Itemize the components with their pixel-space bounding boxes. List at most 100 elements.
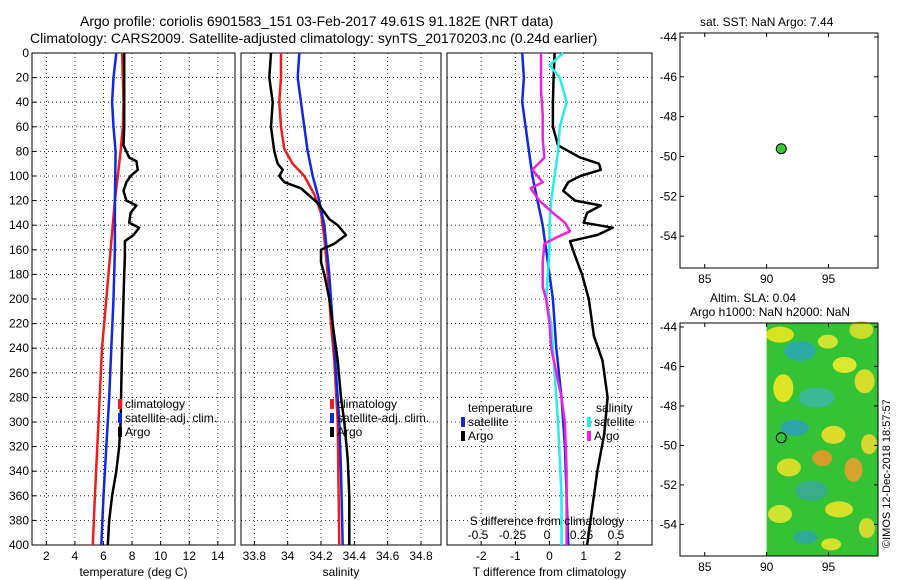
map-frame	[679, 322, 879, 557]
y-tick-label: 280	[9, 390, 29, 404]
x-tick-label: 34.6	[376, 549, 400, 563]
x-tick-label: 34.2	[309, 549, 333, 563]
legend-label: climatology	[125, 397, 185, 411]
legend-label: climatology	[337, 397, 397, 411]
heatmap-cell	[765, 326, 794, 343]
heatmap-cell	[821, 538, 842, 551]
x-tick-label: 34.8	[409, 549, 433, 563]
y-tick-label: 300	[9, 415, 29, 429]
temperature-panel: 0 20 40 60 80 100 120 140 160 180 200 220 240 260 280 3…	[9, 46, 236, 579]
sla-map-title-line1: Altim. SLA: 0.04	[710, 291, 796, 305]
legend-swatch	[461, 431, 465, 441]
legend-swatch	[587, 431, 591, 441]
salinity-panel: 33.8 34 34.2 34.4 34.6 34.8 salinity climatolog…	[240, 52, 442, 579]
x-tick-label: 14	[211, 549, 225, 563]
x-tick-label: 95	[822, 560, 836, 574]
legend-swatch	[118, 399, 122, 409]
x-tick-label: 12	[183, 549, 197, 563]
y-tick-label: 60	[16, 120, 30, 134]
series-line	[551, 52, 614, 546]
y-tick-label: 100	[9, 169, 29, 183]
legend-label: Argo	[468, 429, 494, 443]
y-tick-label: 400	[9, 538, 29, 552]
top-tick-label: -0.5	[468, 528, 489, 542]
x-tick-label: 85	[698, 560, 712, 574]
y-tick-label: -46	[660, 70, 678, 84]
heatmap-cell	[767, 505, 792, 524]
legend-title: temperature	[468, 401, 533, 415]
y-tick-label: -44	[660, 30, 678, 44]
x-axis-label: temperature (deg C)	[79, 565, 187, 579]
heatmap-cell	[812, 450, 833, 467]
y-tick-label: 40	[16, 95, 30, 109]
legend-label: Argo	[594, 429, 620, 443]
x-tick-label: 1	[580, 549, 587, 563]
legend-label: satellite	[468, 415, 509, 429]
legend-swatch	[461, 417, 465, 427]
y-tick-label: -50	[660, 149, 678, 163]
x-tick-label: -2	[476, 549, 487, 563]
y-tick-label: -54	[660, 517, 678, 531]
series-line	[268, 52, 351, 545]
heatmap-cell	[825, 501, 854, 518]
legend-swatch	[118, 413, 122, 423]
figure-title-line2: Climatology: CARS2009. Satellite-adjuste…	[30, 30, 597, 46]
y-tick-label: -52	[660, 478, 678, 492]
x-tick-label: 8	[129, 549, 136, 563]
heatmap-cell	[849, 320, 874, 339]
y-tick-label: -52	[660, 189, 678, 203]
heatmap-cell	[861, 434, 878, 455]
y-tick-label: 240	[9, 341, 29, 355]
legend-label: Argo	[125, 425, 151, 439]
x-tick-label: 4	[72, 549, 79, 563]
y-tick-label: -44	[660, 320, 678, 334]
difference-panel: -2 -1 0 1 2 T difference from climatology temp…	[446, 52, 653, 579]
x-tick-label: 33.8	[243, 549, 267, 563]
y-tick-label: 0	[22, 46, 29, 60]
heatmap-cell	[817, 334, 838, 349]
series-line	[529, 53, 572, 545]
y-tick-label: -48	[660, 110, 678, 124]
series-line	[100, 52, 118, 546]
heatmap-cell	[780, 419, 809, 436]
x-tick-label: 6	[100, 549, 107, 563]
x-axis-label: salinity	[323, 565, 360, 579]
y-tick-label: 20	[16, 71, 30, 85]
legend-label: satellite-adj. clim.	[337, 411, 429, 425]
axes-frame	[446, 52, 653, 546]
legend-title: salinity	[596, 401, 633, 415]
heatmap-cell	[832, 356, 857, 373]
top-tick-label: -0.25	[499, 528, 527, 542]
sst-map-title: sat. SST: NaN Argo: 7.44	[700, 15, 834, 29]
figure-title-line1: Argo profile: coriolis 6901583_151 03-Fe…	[80, 13, 553, 29]
sla-map-title-line2: Argo h1000: NaN h2000: NaN	[690, 305, 850, 319]
y-tick-label: 320	[9, 440, 29, 454]
map-frame	[679, 32, 879, 269]
y-tick-label: 340	[9, 464, 29, 478]
heatmap-cell	[784, 340, 817, 361]
y-tick-label: 380	[9, 513, 29, 527]
legend-swatch	[330, 413, 334, 423]
top-tick-label: 0.25	[570, 528, 594, 542]
x-tick-label: 85	[698, 272, 712, 286]
x-tick-label: 90	[760, 560, 774, 574]
sla-map-panel: 85 90 95 -44 -46 -48 -50 -52 -54	[660, 320, 879, 574]
legend-label: satellite-adj. clim.	[125, 411, 217, 425]
legend-swatch	[118, 427, 122, 437]
x-tick-label: 90	[760, 272, 774, 286]
x-tick-label: -1	[510, 549, 521, 563]
y-tick-label: 160	[9, 243, 29, 257]
y-tick-label: -50	[660, 438, 678, 452]
x-tick-label: 2	[614, 549, 621, 563]
x-tick-label: 34.4	[343, 549, 367, 563]
axes-frame	[240, 52, 442, 546]
legend-label: Argo	[337, 425, 363, 439]
y-tick-label: 200	[9, 292, 29, 306]
y-tick-label: -54	[660, 229, 678, 243]
x-tick-label: 0	[546, 549, 553, 563]
legend-swatch	[330, 427, 334, 437]
y-tick-label: 140	[9, 218, 29, 232]
legend-swatch	[587, 417, 591, 427]
heatmap-cell	[795, 480, 828, 501]
heatmap-cell	[854, 369, 875, 394]
